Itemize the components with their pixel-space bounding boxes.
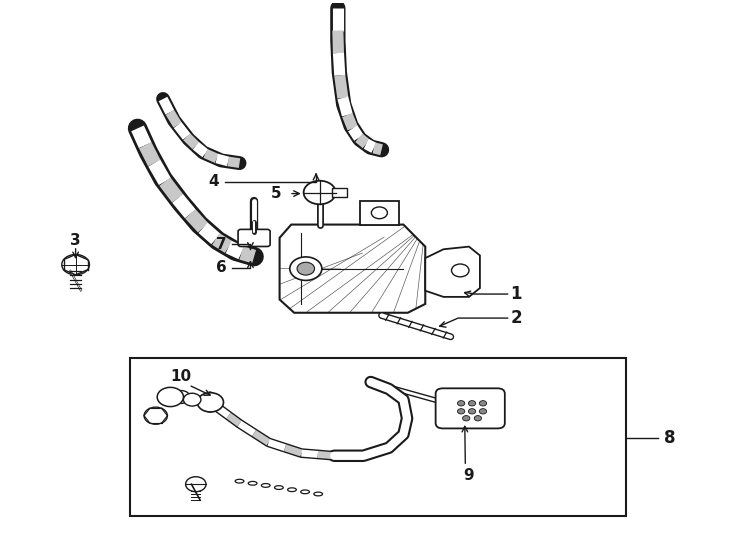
- FancyBboxPatch shape: [238, 230, 270, 246]
- Text: 8: 8: [664, 429, 675, 447]
- Text: 3: 3: [70, 233, 81, 248]
- Circle shape: [304, 181, 335, 204]
- Circle shape: [462, 416, 470, 421]
- Text: 6: 6: [216, 260, 227, 275]
- Circle shape: [290, 257, 321, 280]
- Circle shape: [468, 409, 476, 414]
- Circle shape: [144, 407, 167, 424]
- Bar: [130, 358, 625, 516]
- Circle shape: [197, 393, 223, 412]
- Ellipse shape: [248, 482, 257, 485]
- Circle shape: [297, 262, 315, 275]
- Circle shape: [62, 254, 90, 275]
- Text: 1: 1: [511, 285, 522, 303]
- Circle shape: [157, 387, 184, 407]
- Ellipse shape: [235, 480, 244, 483]
- Text: 9: 9: [464, 468, 474, 483]
- Polygon shape: [360, 200, 399, 225]
- Ellipse shape: [314, 492, 322, 496]
- Circle shape: [172, 390, 190, 403]
- Text: 4: 4: [208, 174, 219, 190]
- Circle shape: [371, 207, 388, 219]
- Circle shape: [474, 416, 482, 421]
- Text: 2: 2: [511, 309, 522, 327]
- Text: 7: 7: [216, 237, 227, 252]
- Circle shape: [457, 401, 465, 406]
- Circle shape: [457, 409, 465, 414]
- Circle shape: [184, 393, 201, 406]
- FancyBboxPatch shape: [435, 388, 505, 428]
- Ellipse shape: [275, 485, 283, 489]
- Circle shape: [479, 401, 487, 406]
- Circle shape: [479, 409, 487, 414]
- Circle shape: [186, 477, 206, 492]
- Text: 5: 5: [271, 186, 281, 201]
- Ellipse shape: [261, 483, 270, 487]
- Ellipse shape: [301, 490, 310, 494]
- Circle shape: [468, 401, 476, 406]
- FancyBboxPatch shape: [332, 188, 346, 197]
- Polygon shape: [280, 225, 425, 313]
- Polygon shape: [425, 247, 480, 297]
- Circle shape: [451, 264, 469, 277]
- Ellipse shape: [288, 488, 297, 491]
- Text: 10: 10: [171, 369, 192, 384]
